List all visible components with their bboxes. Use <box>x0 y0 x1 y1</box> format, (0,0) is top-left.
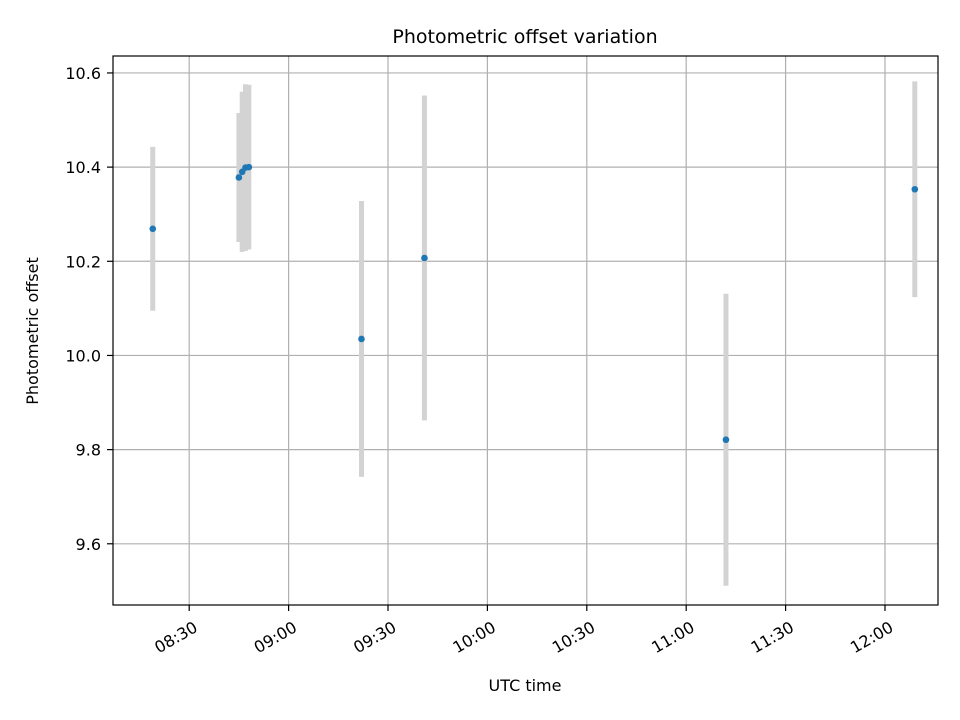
data-point <box>245 163 253 171</box>
y-tick-label: 10.4 <box>65 158 101 177</box>
y-axis-label: Photometric offset <box>23 257 42 405</box>
data-point <box>149 225 157 233</box>
data-points <box>149 163 919 444</box>
y-tick-label: 10.2 <box>65 252 101 271</box>
data-point <box>421 254 428 262</box>
x-axis-label: UTC time <box>489 676 562 695</box>
data-point <box>722 436 730 444</box>
y-tick-label: 10.0 <box>65 346 101 365</box>
data-point <box>358 335 365 343</box>
chart-title: Photometric offset variation <box>392 26 657 48</box>
data-point <box>235 174 243 181</box>
grid <box>113 56 938 605</box>
plot-frame <box>112 55 939 606</box>
data-point <box>911 185 919 193</box>
y-tick-label: 9.6 <box>76 535 101 554</box>
y-tick-label: 9.8 <box>76 441 101 460</box>
y-axis: 9.6 9.8 10.0 10.2 10.4 10.6 <box>65 64 113 554</box>
y-tick-label: 10.6 <box>65 64 101 83</box>
